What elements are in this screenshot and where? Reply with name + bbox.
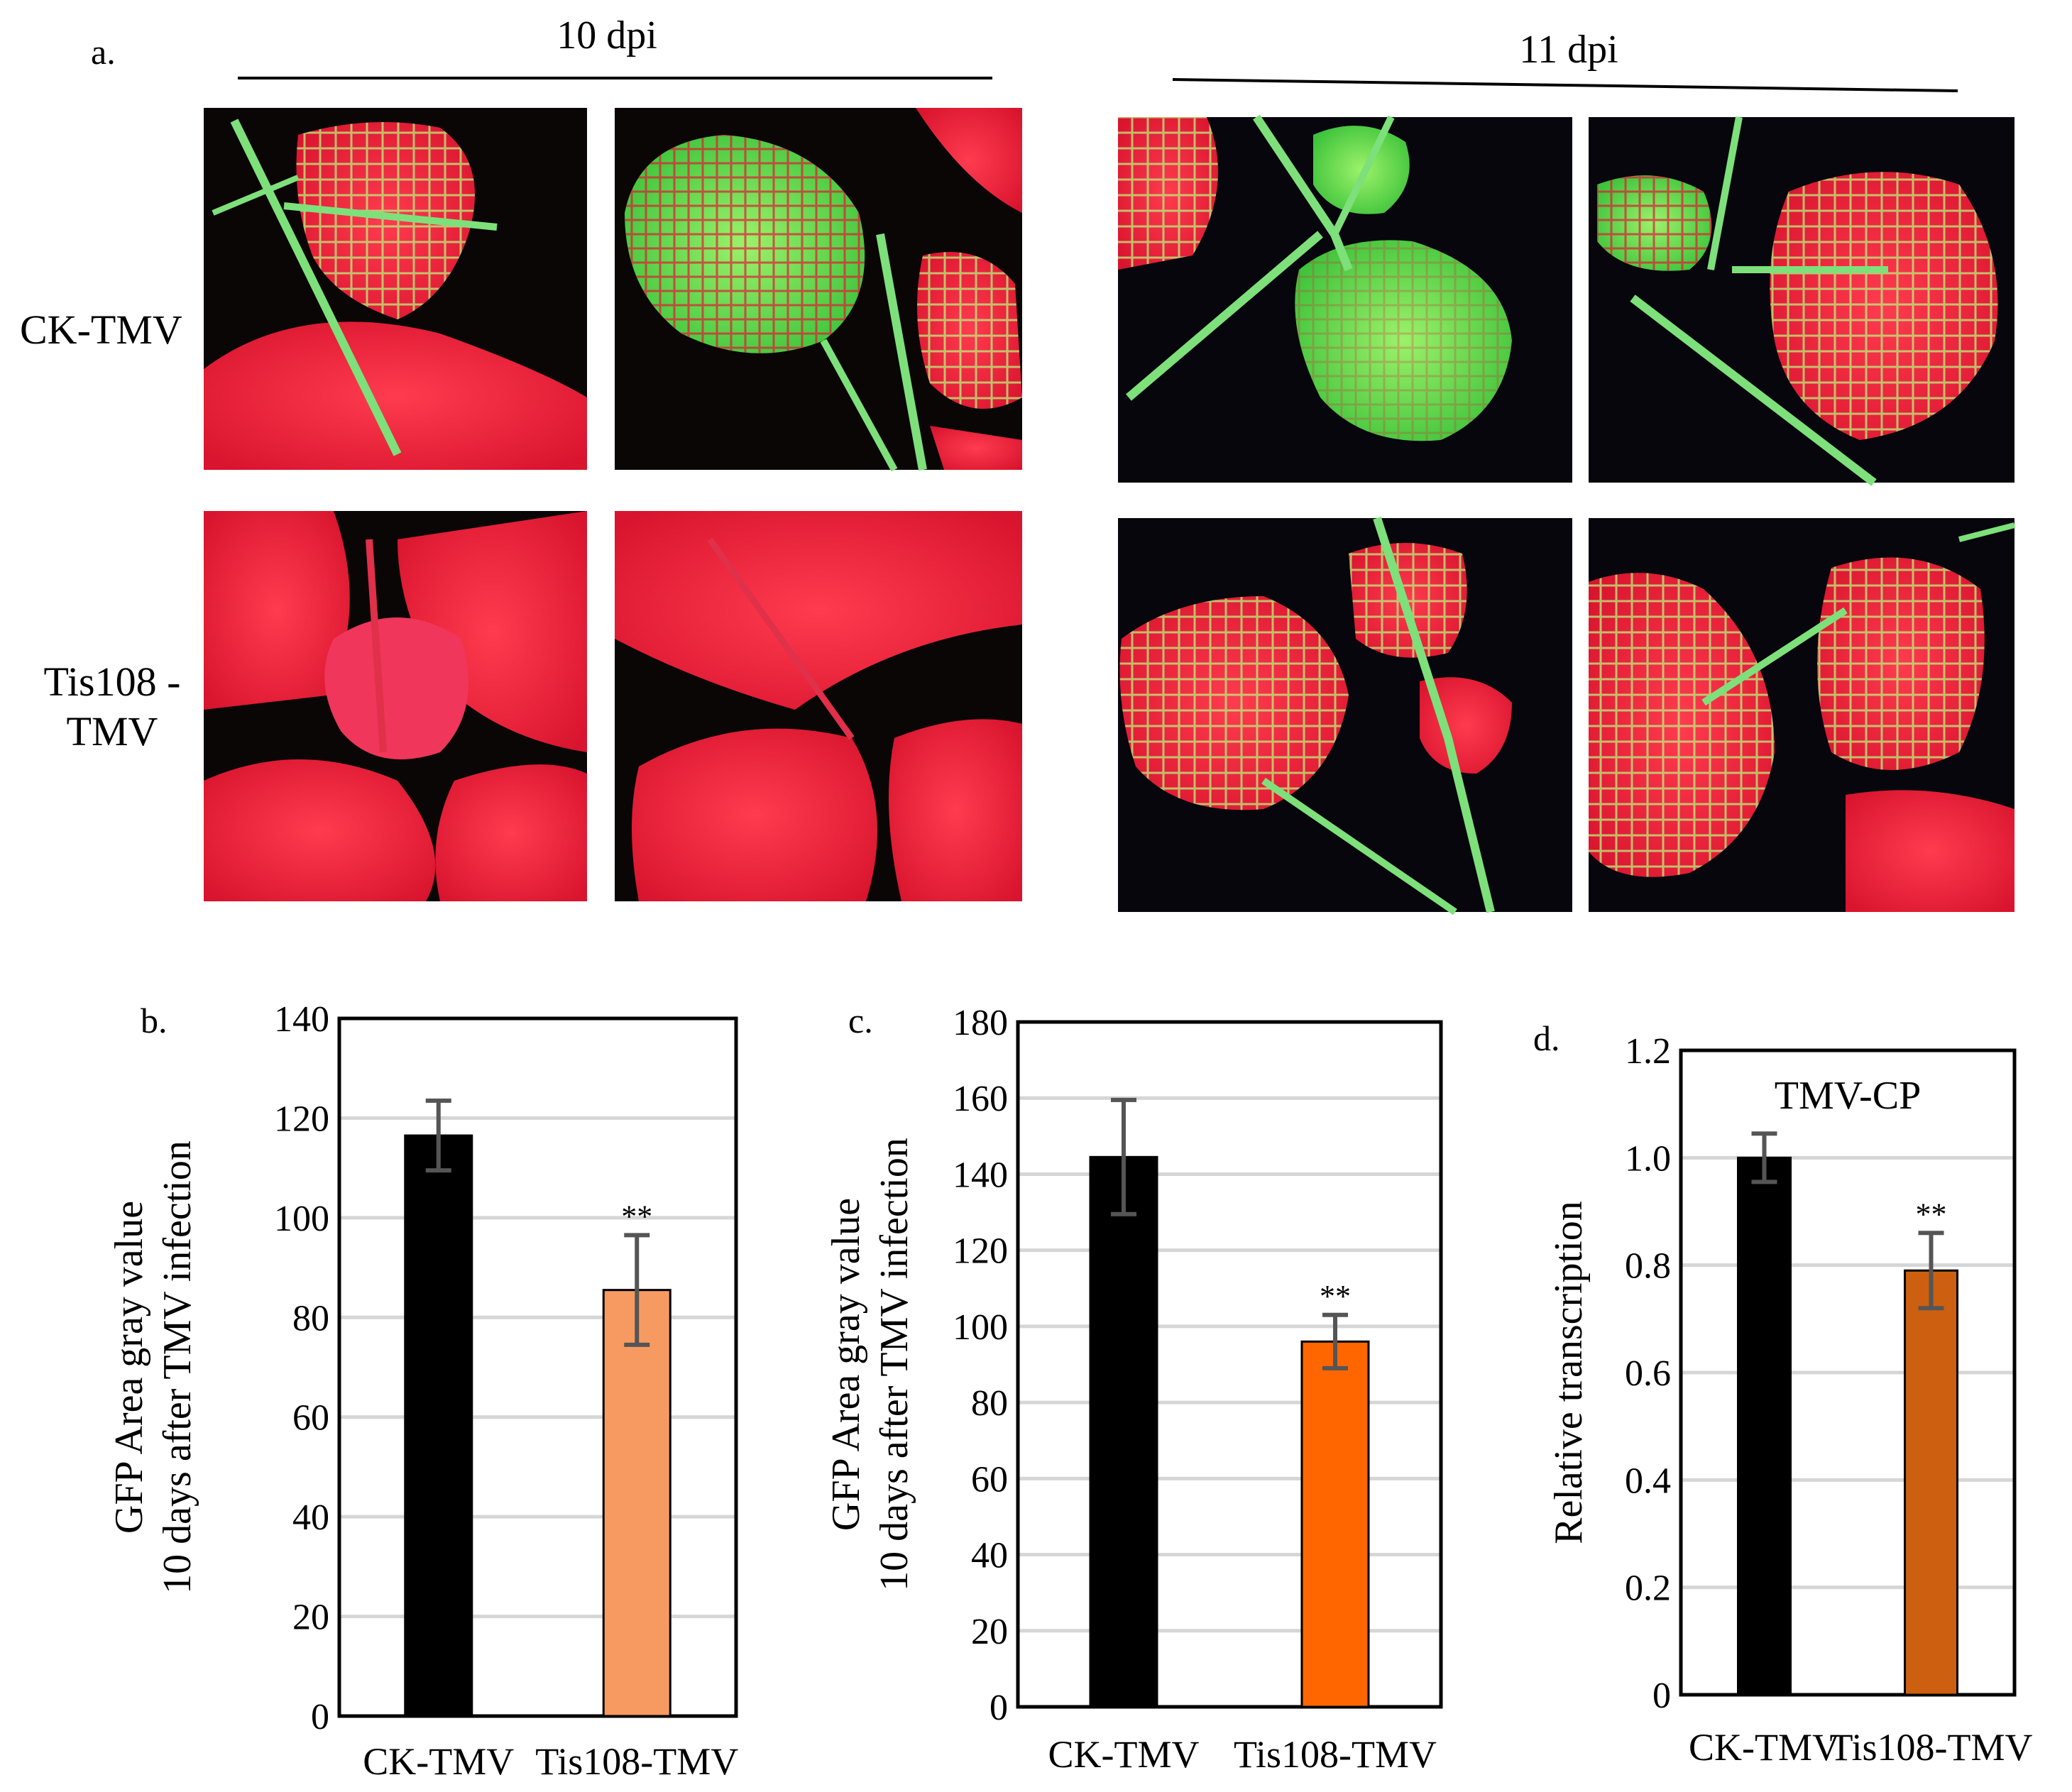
y-tick-label: 0 bbox=[1652, 1676, 1671, 1716]
y-tick-label: 100 bbox=[274, 1199, 329, 1239]
chart-panel-c: c. 0 20 40 60 80 100 120 140 160 180 CK-TMV ** Tis108… bbox=[824, 1001, 1443, 1776]
time-label-11dpi: 11 dpi bbox=[1519, 28, 1618, 72]
bar bbox=[602, 1289, 672, 1717]
chart-panel-d: d. 0 0.2 0.4 0.6 0.8 1.0 1.2 CK-TMV ** Tis108-TMV T… bbox=[1533, 1018, 2033, 1769]
bar bbox=[1089, 1155, 1158, 1708]
x-category-label: CK-TMV bbox=[1048, 1733, 1200, 1776]
y-tick-label: 120 bbox=[274, 1099, 329, 1139]
x-category-label: Tis108-TMV bbox=[535, 1740, 738, 1783]
row-label-ck-tmv: CK-TMV bbox=[20, 307, 182, 353]
y-tick-label: 80 bbox=[292, 1298, 329, 1338]
y-tick-label: 1.2 bbox=[1625, 1031, 1671, 1072]
y-tick-label: 80 bbox=[971, 1383, 1008, 1424]
x-category-label: Tis108-TMV bbox=[1234, 1733, 1437, 1776]
time-label-10dpi: 10 dpi bbox=[557, 13, 657, 57]
photo-ck-tmv-11dpi-1 bbox=[1118, 114, 1572, 483]
photo-ck-tmv-10dpi-2 bbox=[615, 108, 1022, 472]
y-axis-label: GFP Area gray value bbox=[824, 1198, 868, 1531]
y-tick-label: 140 bbox=[274, 999, 329, 1040]
y-tick-label: 120 bbox=[953, 1231, 1008, 1272]
significance-marker: ** bbox=[621, 1199, 652, 1233]
y-axis-label: 10 days after TMV infection bbox=[155, 1140, 199, 1594]
y-tick-label: 0.2 bbox=[1625, 1568, 1671, 1609]
y-tick-label: 0 bbox=[990, 1688, 1008, 1728]
bar bbox=[1737, 1156, 1792, 1696]
bar bbox=[1300, 1340, 1370, 1708]
y-tick-label: 20 bbox=[292, 1598, 329, 1638]
y-axis-label: 10 days after TMV infection bbox=[872, 1138, 916, 1591]
panel-label: d. bbox=[1533, 1018, 1560, 1058]
y-axis-label: GFP Area gray value bbox=[107, 1201, 151, 1534]
bar bbox=[1904, 1269, 1958, 1696]
plot-frame bbox=[1679, 1048, 2017, 1697]
significance-marker: ** bbox=[1916, 1197, 1947, 1231]
x-category-label: CK-TMV bbox=[363, 1740, 514, 1783]
y-tick-label: 0.6 bbox=[1625, 1353, 1671, 1394]
bar bbox=[404, 1134, 473, 1717]
y-tick-label: 60 bbox=[971, 1459, 1008, 1500]
photo-tis108-tmv-10dpi-1 bbox=[204, 511, 587, 901]
photo-tis108-tmv-10dpi-2 bbox=[615, 511, 1022, 901]
photo-tis108-tmv-11dpi-2 bbox=[1589, 518, 2015, 912]
plot-frame bbox=[337, 1016, 738, 1718]
y-tick-label: 0.8 bbox=[1625, 1246, 1671, 1287]
x-category-label: Tis108-TMV bbox=[1829, 1726, 2032, 1769]
panel-a-label: a. bbox=[91, 32, 116, 72]
y-tick-label: 40 bbox=[292, 1497, 329, 1538]
row-label-tis108-line1: Tis108 - bbox=[44, 659, 181, 705]
y-tick-label: 180 bbox=[953, 1003, 1008, 1043]
y-tick-label: 40 bbox=[971, 1536, 1008, 1576]
chart-panel-b: b. 0 20 40 60 80 100 120 140 CK-TMV ** Tis108-TMV GF… bbox=[107, 999, 738, 1783]
y-tick-label: 1.0 bbox=[1625, 1138, 1671, 1179]
y-tick-label: 20 bbox=[971, 1612, 1008, 1652]
plot-frame bbox=[1016, 1020, 1443, 1709]
bracket-11dpi bbox=[1172, 78, 1958, 92]
y-tick-label: 100 bbox=[953, 1307, 1008, 1348]
y-tick-label: 0 bbox=[311, 1697, 329, 1737]
panel-label: c. bbox=[848, 1001, 873, 1040]
significance-marker: ** bbox=[1320, 1279, 1351, 1314]
photo-ck-tmv-11dpi-2 bbox=[1589, 116, 2015, 486]
y-tick-label: 60 bbox=[292, 1398, 329, 1439]
row-label-tis108-line2: TMV bbox=[67, 708, 158, 754]
photo-ck-tmv-10dpi-1 bbox=[204, 108, 587, 470]
panel-label: b. bbox=[141, 1001, 168, 1040]
y-tick-label: 140 bbox=[953, 1155, 1008, 1195]
y-axis-label: Relative transcription bbox=[1547, 1201, 1591, 1544]
y-tick-label: 160 bbox=[953, 1079, 1008, 1119]
x-category-label: CK-TMV bbox=[1689, 1726, 1840, 1769]
panel-a: a. 10 dpi 11 dpi CK-TMV Tis108 - TMV bbox=[20, 13, 2015, 916]
chart-title: TMV-CP bbox=[1775, 1074, 1921, 1118]
photo-tis108-tmv-11dpi-1 bbox=[1118, 517, 1572, 916]
y-tick-label: 0.4 bbox=[1625, 1461, 1671, 1501]
